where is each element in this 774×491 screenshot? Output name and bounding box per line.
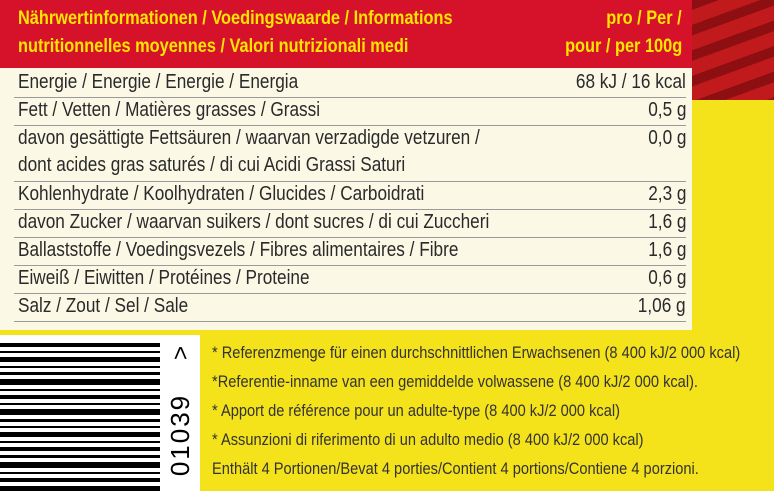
row-label-box: davon Zucker / waarvan suikers / dont su… (18, 211, 566, 234)
row-value-box: 0,5 g (642, 99, 686, 122)
footnote-box: * Assunzioni di riferimento di un adulto… (212, 430, 714, 450)
row-label: Fett / Vetten / Matières grasses / Grass… (18, 99, 321, 121)
footnote: *Referentie-inname van een gemiddelde vo… (212, 372, 698, 391)
row-label-box: Salz / Zout / Sel / Sale (18, 295, 216, 318)
footnote-box: * Referenzmenge für einen durchschnittli… (212, 343, 774, 363)
barcode: > 01039 (0, 335, 200, 491)
footnote-box: * Apport de référence pour un adulte-typ… (212, 401, 686, 421)
header-per: pro / Per / (606, 8, 682, 29)
row-label-box: Fett / Vetten / Matières grasses / Grass… (18, 99, 369, 122)
row-value: 1,6 g (647, 239, 686, 261)
row-separator (14, 265, 686, 266)
row-value: 1,6 g (647, 211, 686, 233)
barcode-arrow: > (167, 346, 194, 360)
row-value: 1,06 g (638, 295, 686, 317)
row-label: Ballaststoffe / Voedingsvezels / Fibres … (18, 239, 459, 261)
header-title: Nährwertinformationen / Voedingswaarde /… (18, 8, 453, 29)
row-label: Eiweiß / Eiwitten / Protéines / Proteine (18, 267, 310, 289)
row-value-box: 1,6 g (642, 211, 686, 234)
row-label-box: Ballaststoffe / Voedingsvezels / Fibres … (18, 239, 530, 262)
row-label-box: Kohlenhydrate / Koolhydraten / Glucides … (18, 183, 491, 206)
row-label-box: davon gesättigte Fettsäuren / waarvan ve… (18, 127, 555, 150)
row-label-box: dont acides gras saturés / di cui Acidi … (18, 154, 468, 177)
row-value: 0,5 g (647, 99, 686, 121)
header-per: pour / per 100g (564, 36, 682, 57)
row-label: davon Zucker / waarvan suikers / dont su… (18, 211, 490, 233)
row-value-box: 1,06 g (630, 295, 686, 318)
footnote: Enthält 4 Portionen/Bevat 4 porties/Cont… (212, 459, 699, 478)
row-separator (14, 125, 686, 126)
footnote: * Referenzmenge für einen durchschnittli… (212, 343, 741, 362)
row-value-box: 1,6 g (642, 239, 686, 262)
footnote: * Assunzioni di riferimento di un adulto… (212, 430, 644, 449)
row-value: 68 kJ / 16 kcal (576, 71, 686, 93)
row-value: 0,6 g (647, 267, 686, 289)
row-value: 2,3 g (647, 183, 686, 205)
barcode-digits: 01039 (165, 394, 195, 476)
row-separator (14, 181, 686, 182)
row-label: Energie / Energie / Energie / Energia (18, 71, 299, 93)
row-label: Salz / Zout / Sel / Sale (18, 295, 189, 317)
footnote-box: Enthält 4 Portionen/Bevat 4 porties/Cont… (212, 459, 774, 479)
row-separator (14, 209, 686, 210)
header-title: nutritionnelles moyennes / Valori nutriz… (18, 36, 409, 57)
row-value-box: 0,6 g (642, 267, 686, 290)
row-separator (14, 237, 686, 238)
row-label: Kohlenhydrate / Koolhydraten / Glucides … (18, 183, 425, 205)
row-separator (14, 293, 686, 294)
roof-tiles (690, 0, 774, 100)
row-value: 0,0 g (647, 127, 686, 149)
header-band: Nährwertinformationen / Voedingswaarde /… (0, 0, 692, 68)
row-label: dont acides gras saturés / di cui Acidi … (18, 154, 406, 176)
barcode-svg: > 01039 (0, 343, 195, 491)
row-separator (14, 97, 686, 98)
row-value-box: 2,3 g (642, 183, 686, 206)
row-label-box: Energie / Energie / Energie / Energia (18, 71, 344, 94)
row-value-box: 68 kJ / 16 kcal (558, 71, 686, 94)
row-label-box: Eiweiß / Eiwitten / Protéines / Proteine (18, 267, 357, 290)
row-value-box: 0,0 g (642, 127, 686, 150)
row-label: davon gesättigte Fettsäuren / waarvan ve… (18, 127, 480, 149)
footnote: * Apport de référence pour un adulte-typ… (212, 401, 620, 420)
row-separator (14, 321, 686, 322)
footnote-box: *Referentie-inname van een gemiddelde vo… (212, 372, 774, 392)
